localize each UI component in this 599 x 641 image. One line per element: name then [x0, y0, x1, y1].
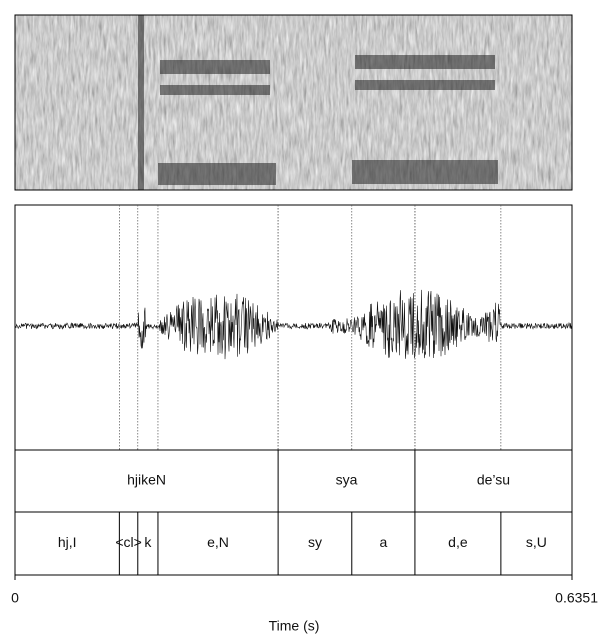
- interval-label: sy: [308, 534, 322, 550]
- interval-label: s,U: [526, 534, 547, 550]
- formant-bands: [138, 15, 498, 190]
- x-axis-label: Time (s): [269, 618, 320, 634]
- interval-label: a: [379, 534, 387, 550]
- interval-label: k: [144, 534, 152, 550]
- interval-label: de’su: [477, 472, 510, 488]
- waveform: [14, 289, 573, 360]
- waveform-frame: [14, 204, 573, 576]
- interval-label: e,N: [207, 534, 229, 550]
- interval-label: hj,I: [58, 534, 77, 550]
- spectrogram-frame: [14, 14, 573, 191]
- interval-label: hjikeN: [127, 472, 166, 488]
- interval-label: d,e: [448, 534, 468, 550]
- x-tick-label: 0.6351: [555, 590, 598, 606]
- x-tick-label: 0: [11, 590, 19, 606]
- spectrogram: [15, 15, 572, 190]
- interval-label: sya: [336, 472, 358, 488]
- waveform-trace: [14, 289, 573, 360]
- interval-label: <cl>: [115, 534, 141, 550]
